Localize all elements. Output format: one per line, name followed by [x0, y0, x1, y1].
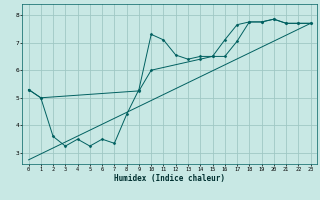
X-axis label: Humidex (Indice chaleur): Humidex (Indice chaleur) [114, 174, 225, 183]
